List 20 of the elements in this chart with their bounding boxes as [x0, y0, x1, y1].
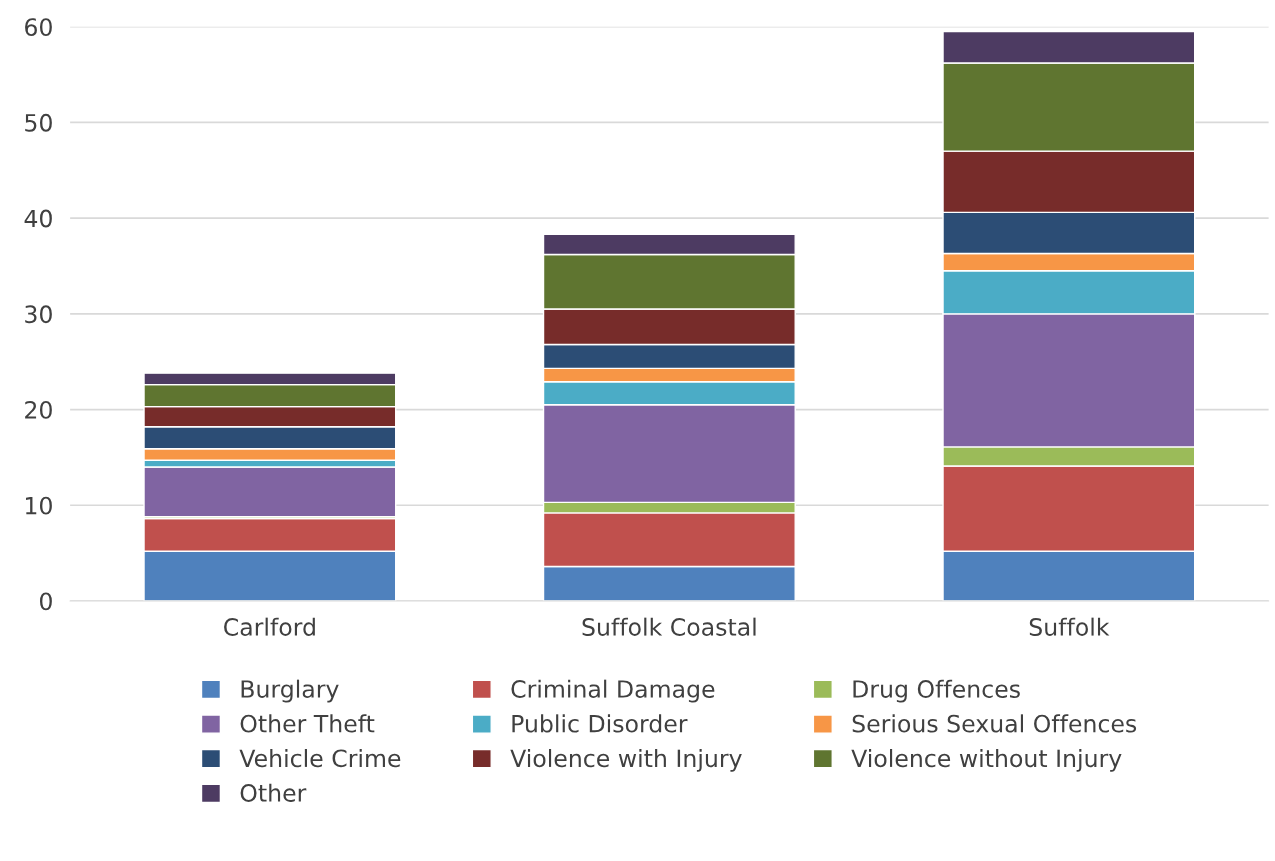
legend-label: Public Disorder [512, 714, 688, 733]
legend-label: Violence with Injury [510, 748, 742, 772]
legend-label: Criminal Damage [511, 679, 715, 703]
y-tick-label: 30 [25, 305, 52, 324]
y-tick-label: 20 [25, 401, 52, 419]
y-tick-label: 10 [26, 496, 52, 515]
legend-label: Other [240, 783, 307, 802]
y-tick-label: 50 [25, 113, 52, 132]
x-tick-label: Carlford [224, 617, 315, 636]
x-tick-label: Suffolk [1029, 617, 1110, 636]
y-tick-label: 60 [25, 18, 52, 36]
x-tick-label: Suffolk Coastal [582, 617, 756, 636]
legend-label: Vehicle Crime [239, 748, 401, 768]
legend-label: Other Theft [240, 714, 375, 733]
legend-label: Drug Offences [853, 679, 1020, 703]
y-tick-label: 0 [39, 592, 52, 611]
y-tick-label: 40 [24, 209, 52, 228]
legend-label: Burglary [241, 679, 339, 703]
legend-label: Serious Sexual Offences [852, 714, 1137, 733]
legend-label: Violence without Injury [851, 748, 1122, 772]
